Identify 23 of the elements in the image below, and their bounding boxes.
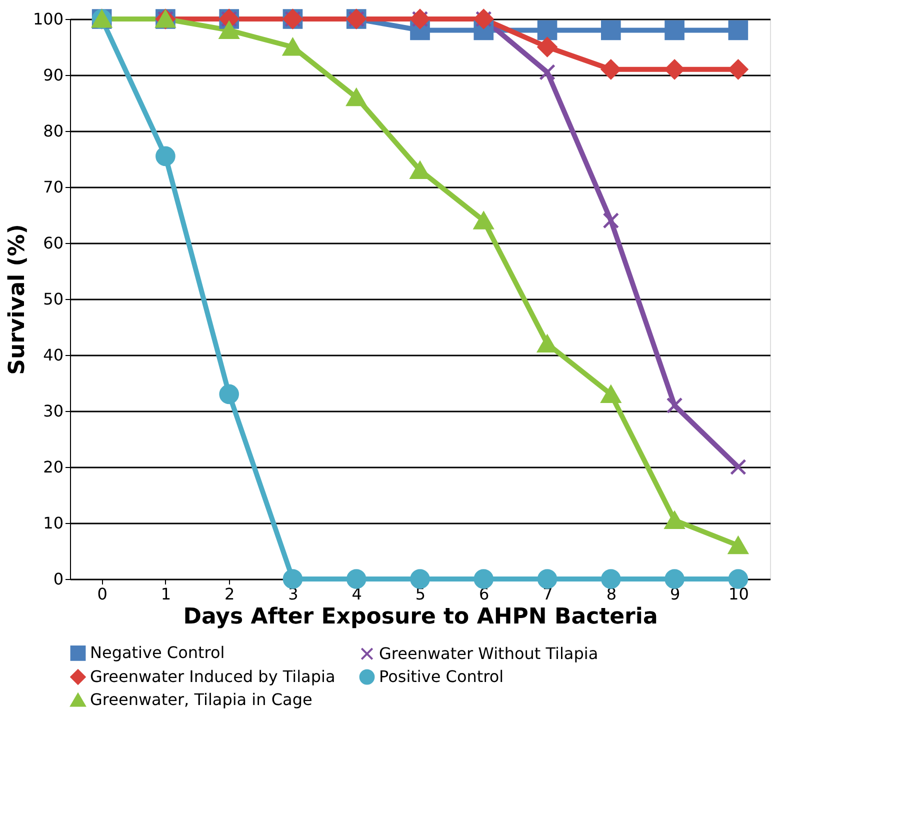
y-tick-label: 70 xyxy=(43,178,64,196)
x-tick-label: 1 xyxy=(160,584,172,604)
y-tick-label: 90 xyxy=(43,66,64,84)
y-tick-label: 50 xyxy=(43,290,64,308)
y-tick-label: 100 xyxy=(32,10,64,28)
legend-label: Negative Control xyxy=(90,643,225,662)
legend-label: Greenwater Without Tilapia xyxy=(379,644,598,663)
y-tick-label: 20 xyxy=(43,458,64,476)
y-tick-label: 10 xyxy=(43,514,64,532)
y-tick-label: 0 xyxy=(53,570,64,588)
x-tick-label: 2 xyxy=(224,584,235,604)
x-axis-title: Days After Exposure to AHPN Bacteria xyxy=(183,604,658,630)
x-tick-label: 0 xyxy=(97,584,108,604)
x-tick-label: 4 xyxy=(352,584,362,604)
legend-label: Positive Control xyxy=(379,667,504,686)
y-tick-label: 60 xyxy=(43,234,64,252)
legend-label: Greenwater Induced by Tilapia xyxy=(90,667,336,686)
legend-label: Greenwater, Tilapia in Cage xyxy=(90,690,312,709)
y-tick-label: 40 xyxy=(43,346,64,364)
y-axis-title: Survival (%) xyxy=(4,224,30,375)
x-tick-label: 10 xyxy=(728,584,749,604)
y-tick-label: 30 xyxy=(43,402,64,420)
y-tick-label: 80 xyxy=(43,122,64,140)
